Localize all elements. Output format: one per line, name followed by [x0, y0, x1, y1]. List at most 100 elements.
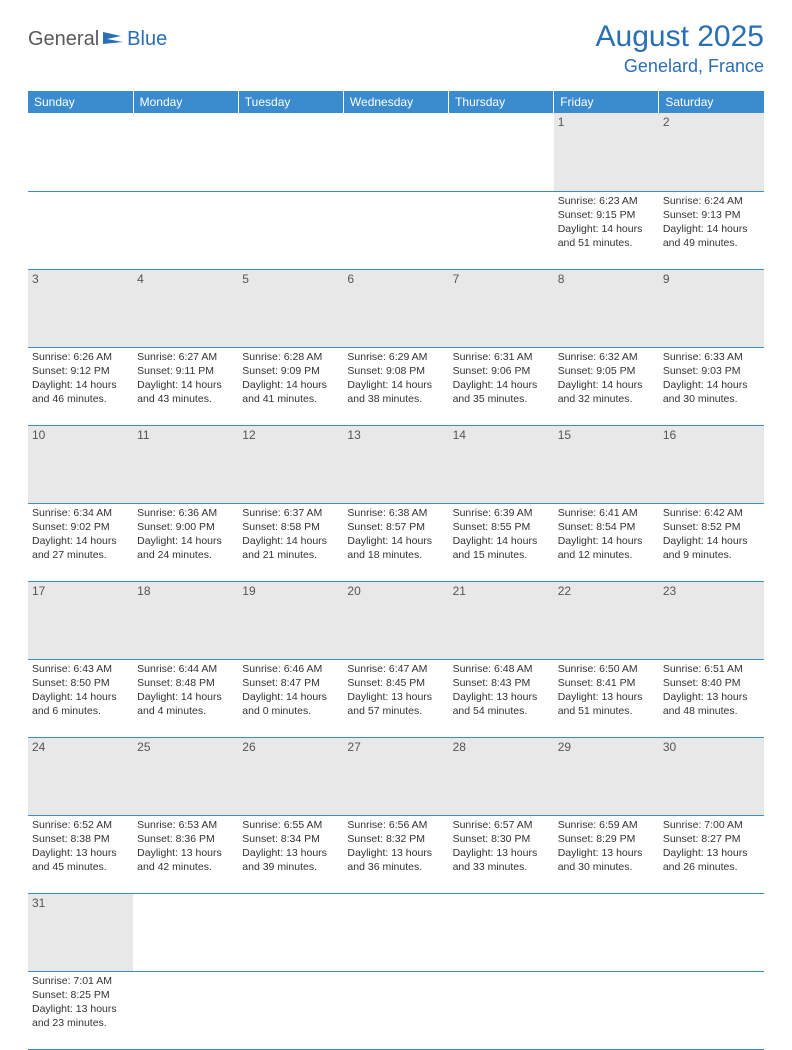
day-cell: [659, 971, 764, 1049]
daynum-cell: 9: [659, 269, 764, 347]
day-content: Sunrise: 6:51 AMSunset: 8:40 PMDaylight:…: [663, 662, 760, 719]
daynum-cell: [28, 113, 133, 191]
weekday-header: Wednesday: [343, 91, 448, 113]
day-content: Sunrise: 6:24 AMSunset: 9:13 PMDaylight:…: [663, 194, 760, 251]
day-content: Sunrise: 6:27 AMSunset: 9:11 PMDaylight:…: [137, 350, 234, 407]
title-block: August 2025 Genelard, France: [596, 20, 764, 77]
day-number: 23: [663, 584, 676, 598]
calendar-table: SundayMondayTuesdayWednesdayThursdayFrid…: [28, 91, 764, 1050]
day-cell: Sunrise: 6:26 AMSunset: 9:12 PMDaylight:…: [28, 347, 133, 425]
content-row: Sunrise: 6:52 AMSunset: 8:38 PMDaylight:…: [28, 815, 764, 893]
day-cell: Sunrise: 6:23 AMSunset: 9:15 PMDaylight:…: [554, 191, 659, 269]
daynum-row: 3456789: [28, 269, 764, 347]
day-cell: Sunrise: 6:28 AMSunset: 9:09 PMDaylight:…: [238, 347, 343, 425]
header: General Blue August 2025 Genelard, Franc…: [28, 20, 764, 77]
day-number: 31: [32, 896, 45, 910]
day-content: Sunrise: 6:28 AMSunset: 9:09 PMDaylight:…: [242, 350, 339, 407]
day-cell: [343, 191, 448, 269]
day-content: Sunrise: 6:56 AMSunset: 8:32 PMDaylight:…: [347, 818, 444, 875]
day-content: Sunrise: 6:50 AMSunset: 8:41 PMDaylight:…: [558, 662, 655, 719]
content-row: Sunrise: 6:23 AMSunset: 9:15 PMDaylight:…: [28, 191, 764, 269]
daynum-cell: 29: [554, 737, 659, 815]
daynum-cell: 26: [238, 737, 343, 815]
daynum-cell: 2: [659, 113, 764, 191]
daynum-row: 10111213141516: [28, 425, 764, 503]
calendar-body: 12Sunrise: 6:23 AMSunset: 9:15 PMDayligh…: [28, 113, 764, 1049]
day-cell: Sunrise: 6:51 AMSunset: 8:40 PMDaylight:…: [659, 659, 764, 737]
daynum-row: 24252627282930: [28, 737, 764, 815]
location-label: Genelard, France: [596, 56, 764, 77]
daynum-cell: [133, 893, 238, 971]
day-cell: Sunrise: 6:34 AMSunset: 9:02 PMDaylight:…: [28, 503, 133, 581]
day-cell: Sunrise: 6:43 AMSunset: 8:50 PMDaylight:…: [28, 659, 133, 737]
daynum-cell: 1: [554, 113, 659, 191]
weekday-header: Thursday: [449, 91, 554, 113]
day-number: 17: [32, 584, 45, 598]
day-cell: Sunrise: 6:56 AMSunset: 8:32 PMDaylight:…: [343, 815, 448, 893]
flag-icon: [103, 30, 125, 49]
daynum-cell: 5: [238, 269, 343, 347]
daynum-cell: [449, 893, 554, 971]
day-cell: [343, 971, 448, 1049]
day-cell: Sunrise: 6:31 AMSunset: 9:06 PMDaylight:…: [449, 347, 554, 425]
day-content: Sunrise: 6:42 AMSunset: 8:52 PMDaylight:…: [663, 506, 760, 563]
day-number: 25: [137, 740, 150, 754]
month-title: August 2025: [596, 20, 764, 54]
day-content: Sunrise: 6:43 AMSunset: 8:50 PMDaylight:…: [32, 662, 129, 719]
daynum-cell: 28: [449, 737, 554, 815]
day-cell: [238, 971, 343, 1049]
daynum-cell: [659, 893, 764, 971]
day-number: 19: [242, 584, 255, 598]
day-cell: [133, 971, 238, 1049]
day-number: 21: [453, 584, 466, 598]
day-content: Sunrise: 6:44 AMSunset: 8:48 PMDaylight:…: [137, 662, 234, 719]
daynum-cell: 22: [554, 581, 659, 659]
day-number: 5: [242, 272, 249, 286]
day-number: 26: [242, 740, 255, 754]
day-cell: [28, 191, 133, 269]
day-content: Sunrise: 7:00 AMSunset: 8:27 PMDaylight:…: [663, 818, 760, 875]
daynum-cell: 24: [28, 737, 133, 815]
weekday-header: Tuesday: [238, 91, 343, 113]
day-cell: [449, 971, 554, 1049]
logo: General Blue: [28, 28, 167, 51]
daynum-cell: [343, 893, 448, 971]
daynum-cell: 31: [28, 893, 133, 971]
day-cell: Sunrise: 6:37 AMSunset: 8:58 PMDaylight:…: [238, 503, 343, 581]
day-content: Sunrise: 6:57 AMSunset: 8:30 PMDaylight:…: [453, 818, 550, 875]
day-number: 8: [558, 272, 565, 286]
day-cell: Sunrise: 6:52 AMSunset: 8:38 PMDaylight:…: [28, 815, 133, 893]
daynum-cell: [133, 113, 238, 191]
day-number: 30: [663, 740, 676, 754]
day-cell: Sunrise: 6:38 AMSunset: 8:57 PMDaylight:…: [343, 503, 448, 581]
day-content: Sunrise: 6:59 AMSunset: 8:29 PMDaylight:…: [558, 818, 655, 875]
content-row: Sunrise: 6:34 AMSunset: 9:02 PMDaylight:…: [28, 503, 764, 581]
weekday-header-row: SundayMondayTuesdayWednesdayThursdayFrid…: [28, 91, 764, 113]
day-cell: Sunrise: 6:29 AMSunset: 9:08 PMDaylight:…: [343, 347, 448, 425]
day-content: Sunrise: 6:46 AMSunset: 8:47 PMDaylight:…: [242, 662, 339, 719]
daynum-cell: [554, 893, 659, 971]
daynum-cell: 7: [449, 269, 554, 347]
daynum-cell: 25: [133, 737, 238, 815]
daynum-cell: 19: [238, 581, 343, 659]
daynum-cell: 23: [659, 581, 764, 659]
day-cell: Sunrise: 6:48 AMSunset: 8:43 PMDaylight:…: [449, 659, 554, 737]
daynum-row: 17181920212223: [28, 581, 764, 659]
day-cell: Sunrise: 6:33 AMSunset: 9:03 PMDaylight:…: [659, 347, 764, 425]
daynum-cell: [343, 113, 448, 191]
day-content: Sunrise: 6:31 AMSunset: 9:06 PMDaylight:…: [453, 350, 550, 407]
day-content: Sunrise: 7:01 AMSunset: 8:25 PMDaylight:…: [32, 974, 129, 1031]
logo-word2: Blue: [127, 28, 167, 51]
day-content: Sunrise: 6:53 AMSunset: 8:36 PMDaylight:…: [137, 818, 234, 875]
daynum-cell: [238, 113, 343, 191]
day-number: 28: [453, 740, 466, 754]
day-number: 6: [347, 272, 354, 286]
day-content: Sunrise: 6:39 AMSunset: 8:55 PMDaylight:…: [453, 506, 550, 563]
day-cell: Sunrise: 6:55 AMSunset: 8:34 PMDaylight:…: [238, 815, 343, 893]
daynum-cell: 3: [28, 269, 133, 347]
day-content: Sunrise: 6:36 AMSunset: 9:00 PMDaylight:…: [137, 506, 234, 563]
day-number: 20: [347, 584, 360, 598]
day-number: 24: [32, 740, 45, 754]
day-cell: Sunrise: 6:36 AMSunset: 9:00 PMDaylight:…: [133, 503, 238, 581]
day-number: 29: [558, 740, 571, 754]
